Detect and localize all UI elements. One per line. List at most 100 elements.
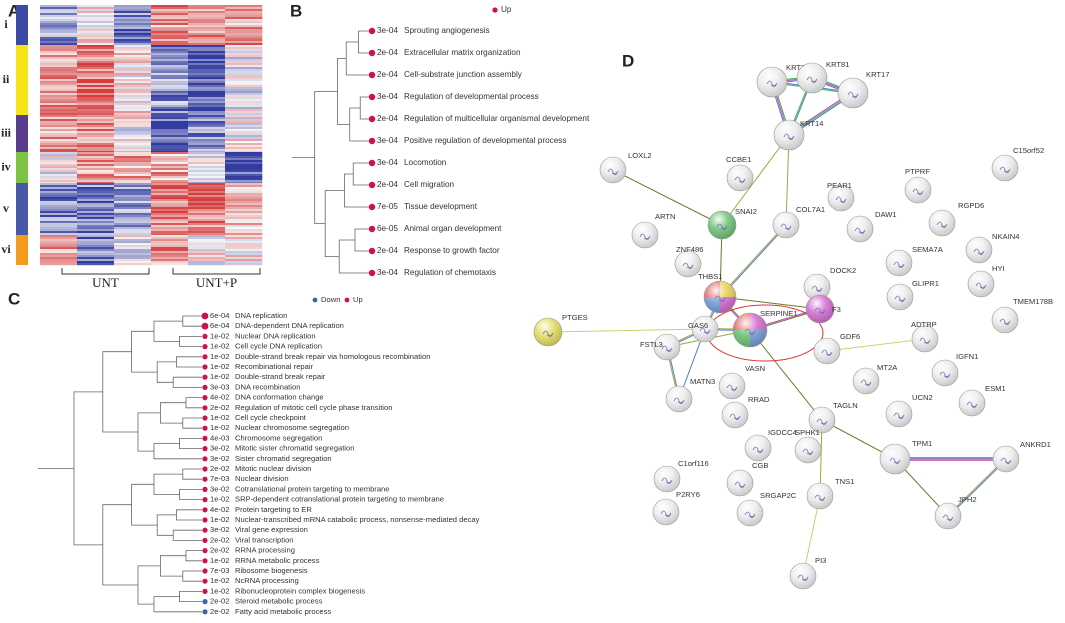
heatmap-cell (114, 9, 152, 12)
node-structure (639, 233, 651, 241)
node: JPH2 (934, 495, 977, 530)
heatmap-cell (225, 87, 263, 90)
term-name: DNA conformation change (235, 393, 324, 402)
term-name: RRNA metabolic process (235, 556, 320, 565)
heatmap-cell (40, 63, 78, 66)
heatmap-cell (114, 209, 152, 212)
heatmap-cell (225, 91, 263, 94)
heatmap-cell (114, 85, 152, 88)
heatmap-cell (225, 237, 263, 240)
node-shine (846, 215, 874, 243)
heatmap-cell (40, 59, 78, 62)
heatmap-cell (225, 115, 263, 118)
heatmap-cell (77, 13, 115, 16)
heatmap-cell (188, 137, 226, 140)
node: PTGES (533, 313, 588, 347)
heatmap-cell (40, 237, 78, 240)
dendrogram-branch (160, 555, 186, 577)
heatmap-cell (77, 185, 115, 188)
heatmap-cell (151, 53, 189, 56)
heatmap-cell (40, 223, 78, 226)
heatmap-cell (40, 129, 78, 132)
heatmap-cell (77, 195, 115, 198)
term-dot (202, 486, 208, 492)
heatmap-cell (114, 57, 152, 60)
term-dot (202, 466, 208, 472)
heatmap-cell (114, 39, 152, 42)
heatmap-cell (225, 227, 263, 230)
node: DAW1 (846, 210, 897, 243)
heatmap-cell (151, 189, 189, 192)
heatmap-cell (225, 51, 263, 54)
term-name: Regulation of chemotaxis (404, 268, 496, 277)
term-pvalue: 6e-04 (210, 321, 229, 330)
heatmap-cell (188, 105, 226, 108)
node-structure (893, 261, 905, 269)
heatmap-cell (40, 217, 78, 220)
term-name: Recombinational repair (235, 362, 314, 371)
heatmap-cell (151, 77, 189, 80)
heatmap-cell (40, 197, 78, 200)
heatmap-cell (188, 145, 226, 148)
heatmap-cell (40, 191, 78, 194)
heatmap-cell (114, 229, 152, 232)
heatmap-cell (188, 13, 226, 16)
heatmap-cell (77, 261, 115, 264)
heatmap-cell (225, 141, 263, 144)
heatmap-cell (188, 243, 226, 246)
heatmap-cell (151, 15, 189, 18)
node-structure (860, 379, 872, 387)
heatmap-cell (225, 263, 263, 266)
term-name: Extracellular matrix organization (404, 48, 521, 57)
heatmap-cell (40, 213, 78, 216)
term-name: Regulation of mitotic cell cycle phase t… (235, 403, 392, 412)
node-structure (999, 166, 1011, 174)
node-shine (967, 270, 995, 298)
heatmap-cell (114, 61, 152, 64)
heatmap-cell (188, 37, 226, 40)
heatmap-cell (188, 93, 226, 96)
heatmap-cell (77, 9, 115, 12)
heatmap-cell (114, 201, 152, 204)
heatmap-cell (40, 15, 78, 18)
node-label: COL7A1 (796, 205, 825, 214)
heatmap-cell (40, 113, 78, 116)
node-shine (852, 367, 880, 395)
heatmap-cell (77, 247, 115, 250)
heatmap-cell (225, 21, 263, 24)
term-dot (368, 269, 376, 277)
heatmap-cell (188, 217, 226, 220)
heatmap-cell (40, 137, 78, 140)
heatmap-cell (77, 215, 115, 218)
heatmap-cell (40, 211, 78, 214)
heatmap-cell (225, 65, 263, 68)
heatmap-cell (77, 209, 115, 212)
heatmap-cell (151, 93, 189, 96)
term-dot (368, 247, 376, 255)
node-label: C15orf52 (1013, 146, 1044, 155)
node-structure (783, 133, 795, 141)
term-dot (202, 537, 208, 544)
heatmap-cell (40, 147, 78, 150)
heatmap-cell (77, 149, 115, 152)
heatmap-cell (40, 158, 78, 161)
cluster-label: v (3, 201, 9, 215)
heatmap-cell (188, 121, 226, 124)
heatmap-cell (77, 257, 115, 260)
heatmap-cell (40, 91, 78, 94)
heatmap-cell (77, 180, 115, 183)
node-shine (934, 502, 962, 530)
heatmap-cell (114, 23, 152, 26)
heatmap-cell (114, 160, 152, 163)
heatmap-cell (114, 47, 152, 50)
heatmap-cell (225, 187, 263, 190)
heatmap-cell (40, 263, 78, 266)
node-structure (821, 349, 833, 357)
heatmap-cell (225, 149, 263, 152)
heatmap-cell (114, 168, 152, 171)
heatmap-cell (225, 178, 263, 181)
heatmap-cell (188, 113, 226, 116)
heatmap-cell (225, 85, 263, 88)
heatmap-cell (225, 137, 263, 140)
heatmap-cell (151, 213, 189, 216)
